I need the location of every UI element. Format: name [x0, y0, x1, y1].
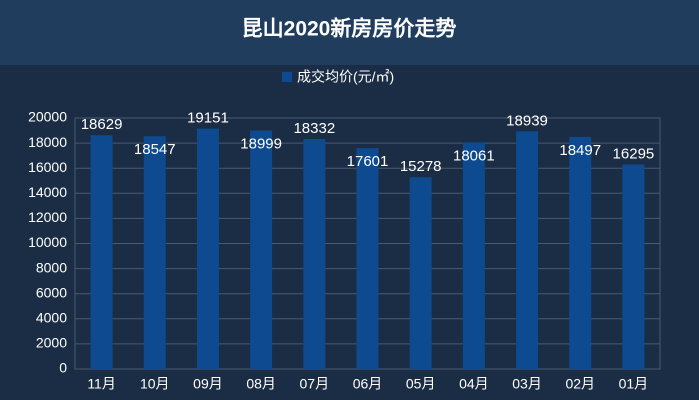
- y-tick-label: 14000: [28, 184, 67, 200]
- legend-swatch: [282, 72, 292, 82]
- bar: [196, 128, 219, 369]
- data-label: 16295: [613, 145, 655, 162]
- y-tick-label: 8000: [36, 259, 67, 275]
- data-label: 18497: [559, 142, 601, 159]
- bar: [409, 177, 432, 369]
- data-label: 18547: [134, 141, 176, 158]
- header-band: [0, 0, 699, 65]
- x-tick-label: 02月: [565, 376, 595, 392]
- data-label: 18061: [453, 147, 495, 164]
- x-tick-label: 07月: [300, 376, 330, 392]
- data-label: 19151: [187, 110, 229, 127]
- data-label: 15278: [400, 158, 442, 175]
- bar: [250, 130, 273, 369]
- y-tick-label: 0: [59, 360, 67, 376]
- y-tick-label: 2000: [36, 335, 67, 351]
- y-tick-label: 20000: [28, 109, 67, 125]
- bar: [356, 148, 379, 369]
- data-label: 18999: [240, 136, 282, 153]
- x-tick-label: 05月: [406, 376, 436, 392]
- x-tick-label: 10月: [140, 376, 170, 392]
- y-tick-label: 18000: [28, 134, 67, 150]
- y-tick-label: 10000: [28, 234, 67, 250]
- bar: [303, 138, 326, 369]
- legend-label: 成交均价(元/㎡): [297, 69, 394, 85]
- y-tick-label: 6000: [36, 284, 67, 300]
- bar: [462, 142, 485, 369]
- x-tick-label: 11月: [87, 376, 116, 392]
- y-tick-label: 12000: [28, 209, 67, 225]
- data-label: 18939: [506, 112, 548, 129]
- data-label: 18332: [293, 120, 335, 137]
- data-label: 18629: [81, 116, 123, 133]
- bar: [569, 136, 592, 369]
- chart-title: 昆山2020新房房价走势: [242, 17, 457, 41]
- bar: [516, 131, 539, 369]
- x-tick-label: 06月: [353, 376, 383, 392]
- x-tick-label: 09月: [193, 376, 223, 392]
- bar: [90, 135, 113, 369]
- x-tick-label: 03月: [512, 376, 542, 392]
- y-tick-label: 4000: [36, 310, 67, 326]
- data-label: 17601: [347, 153, 389, 170]
- x-tick-label: 01月: [619, 376, 649, 392]
- x-tick-label: 08月: [246, 376, 276, 392]
- x-tick-label: 04月: [459, 376, 489, 392]
- bar: [622, 164, 645, 369]
- bar: [143, 136, 166, 369]
- y-tick-label: 16000: [28, 159, 67, 175]
